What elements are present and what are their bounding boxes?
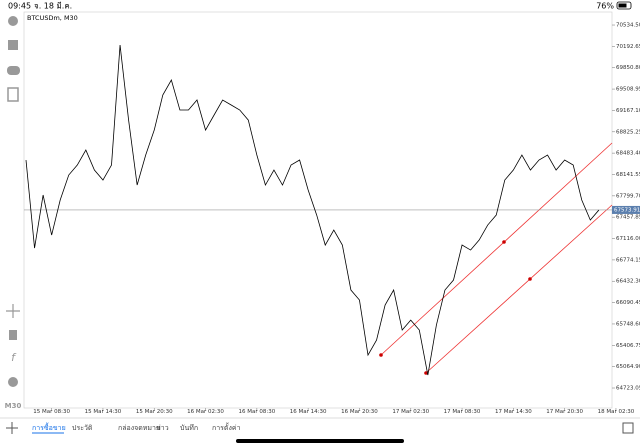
price-line-series (25, 44, 600, 376)
y-tick-label: 69508.95 (616, 87, 640, 93)
y-tick-label: 68825.25 (616, 129, 640, 135)
tab[interactable]: ประวัติ (72, 424, 93, 432)
left-toolbar: f M30 (5, 16, 22, 410)
battery-level: 76% (596, 2, 614, 11)
chart-title: BTCUSDm, M30 (27, 14, 78, 22)
timeframe-button[interactable]: M30 (5, 402, 22, 410)
tab[interactable]: กล่องจดหมาย (118, 424, 160, 432)
price-tag (612, 205, 640, 214)
y-tick-label: 66090.45 (616, 300, 640, 306)
trend-line (425, 204, 613, 374)
x-tick-label: 17 Mar 14:30 (495, 409, 532, 415)
trend-anchor (502, 240, 506, 244)
price-tag-label: 67573.91 (614, 207, 640, 213)
y-tick-label: 69167.10 (616, 108, 640, 114)
x-tick-label: 16 Mar 02:30 (187, 409, 224, 415)
tab[interactable]: การซื้อขาย (32, 421, 66, 432)
y-tick-label: 67116.00 (616, 236, 640, 242)
x-tick-label: 17 Mar 08:30 (444, 409, 481, 415)
status-time: 09:45 (8, 2, 31, 11)
objects-icon[interactable] (8, 377, 18, 387)
trend-line (380, 142, 613, 356)
y-tick-label: 70534.50 (616, 23, 640, 29)
y-tick-label: 65748.60 (616, 321, 640, 327)
y-tick-label: 67799.70 (616, 193, 640, 199)
tab[interactable]: ข่าว (156, 424, 169, 432)
y-tick-label: 65064.90 (616, 364, 640, 370)
trend-anchor (379, 353, 383, 357)
layout-button[interactable] (622, 422, 634, 434)
chat-icon[interactable] (7, 66, 20, 75)
x-tick-label: 17 Mar 02:30 (392, 409, 429, 415)
battery-fill (618, 3, 627, 8)
y-tick-label: 66774.15 (616, 257, 640, 263)
add-button[interactable] (6, 422, 18, 434)
tab[interactable]: บันทึก (180, 423, 198, 432)
x-tick-label: 15 Mar 08:30 (33, 409, 70, 415)
indicator-icon[interactable] (9, 330, 17, 340)
home-indicator (236, 439, 404, 443)
x-tick-label: 16 Mar 20:30 (341, 409, 378, 415)
account-icon[interactable] (8, 16, 18, 26)
y-tick-label: 66432.30 (616, 279, 640, 285)
function-icon[interactable]: f (11, 351, 17, 364)
x-tick-label: 15 Mar 14:30 (85, 409, 122, 415)
y-tick-label: 64723.05 (616, 386, 640, 392)
y-tick-label: 68483.40 (616, 151, 640, 157)
new-order-icon[interactable] (7, 87, 19, 102)
status-date: จ. 18 มี.ค. (34, 2, 72, 11)
x-tick-label: 18 Mar 02:30 (598, 409, 635, 415)
battery-icon (616, 1, 632, 10)
y-tick-label: 69850.80 (616, 65, 640, 71)
tab[interactable]: การตั้งค่า (212, 421, 241, 432)
x-tick-label: 16 Mar 08:30 (238, 409, 275, 415)
crosshair-icon[interactable] (6, 304, 20, 318)
y-tick-label: 67457.85 (616, 215, 640, 221)
trend-anchor (528, 277, 532, 281)
x-tick-label: 16 Mar 14:30 (290, 409, 327, 415)
trade-icon[interactable] (8, 40, 18, 50)
x-tick-label: 15 Mar 20:30 (136, 409, 173, 415)
y-tick-label: 68141.55 (616, 172, 640, 178)
y-tick-label: 70192.65 (616, 44, 640, 50)
y-tick-label: 65406.75 (616, 343, 640, 349)
trend-channel (379, 142, 613, 375)
x-tick-label: 17 Mar 20:30 (546, 409, 583, 415)
